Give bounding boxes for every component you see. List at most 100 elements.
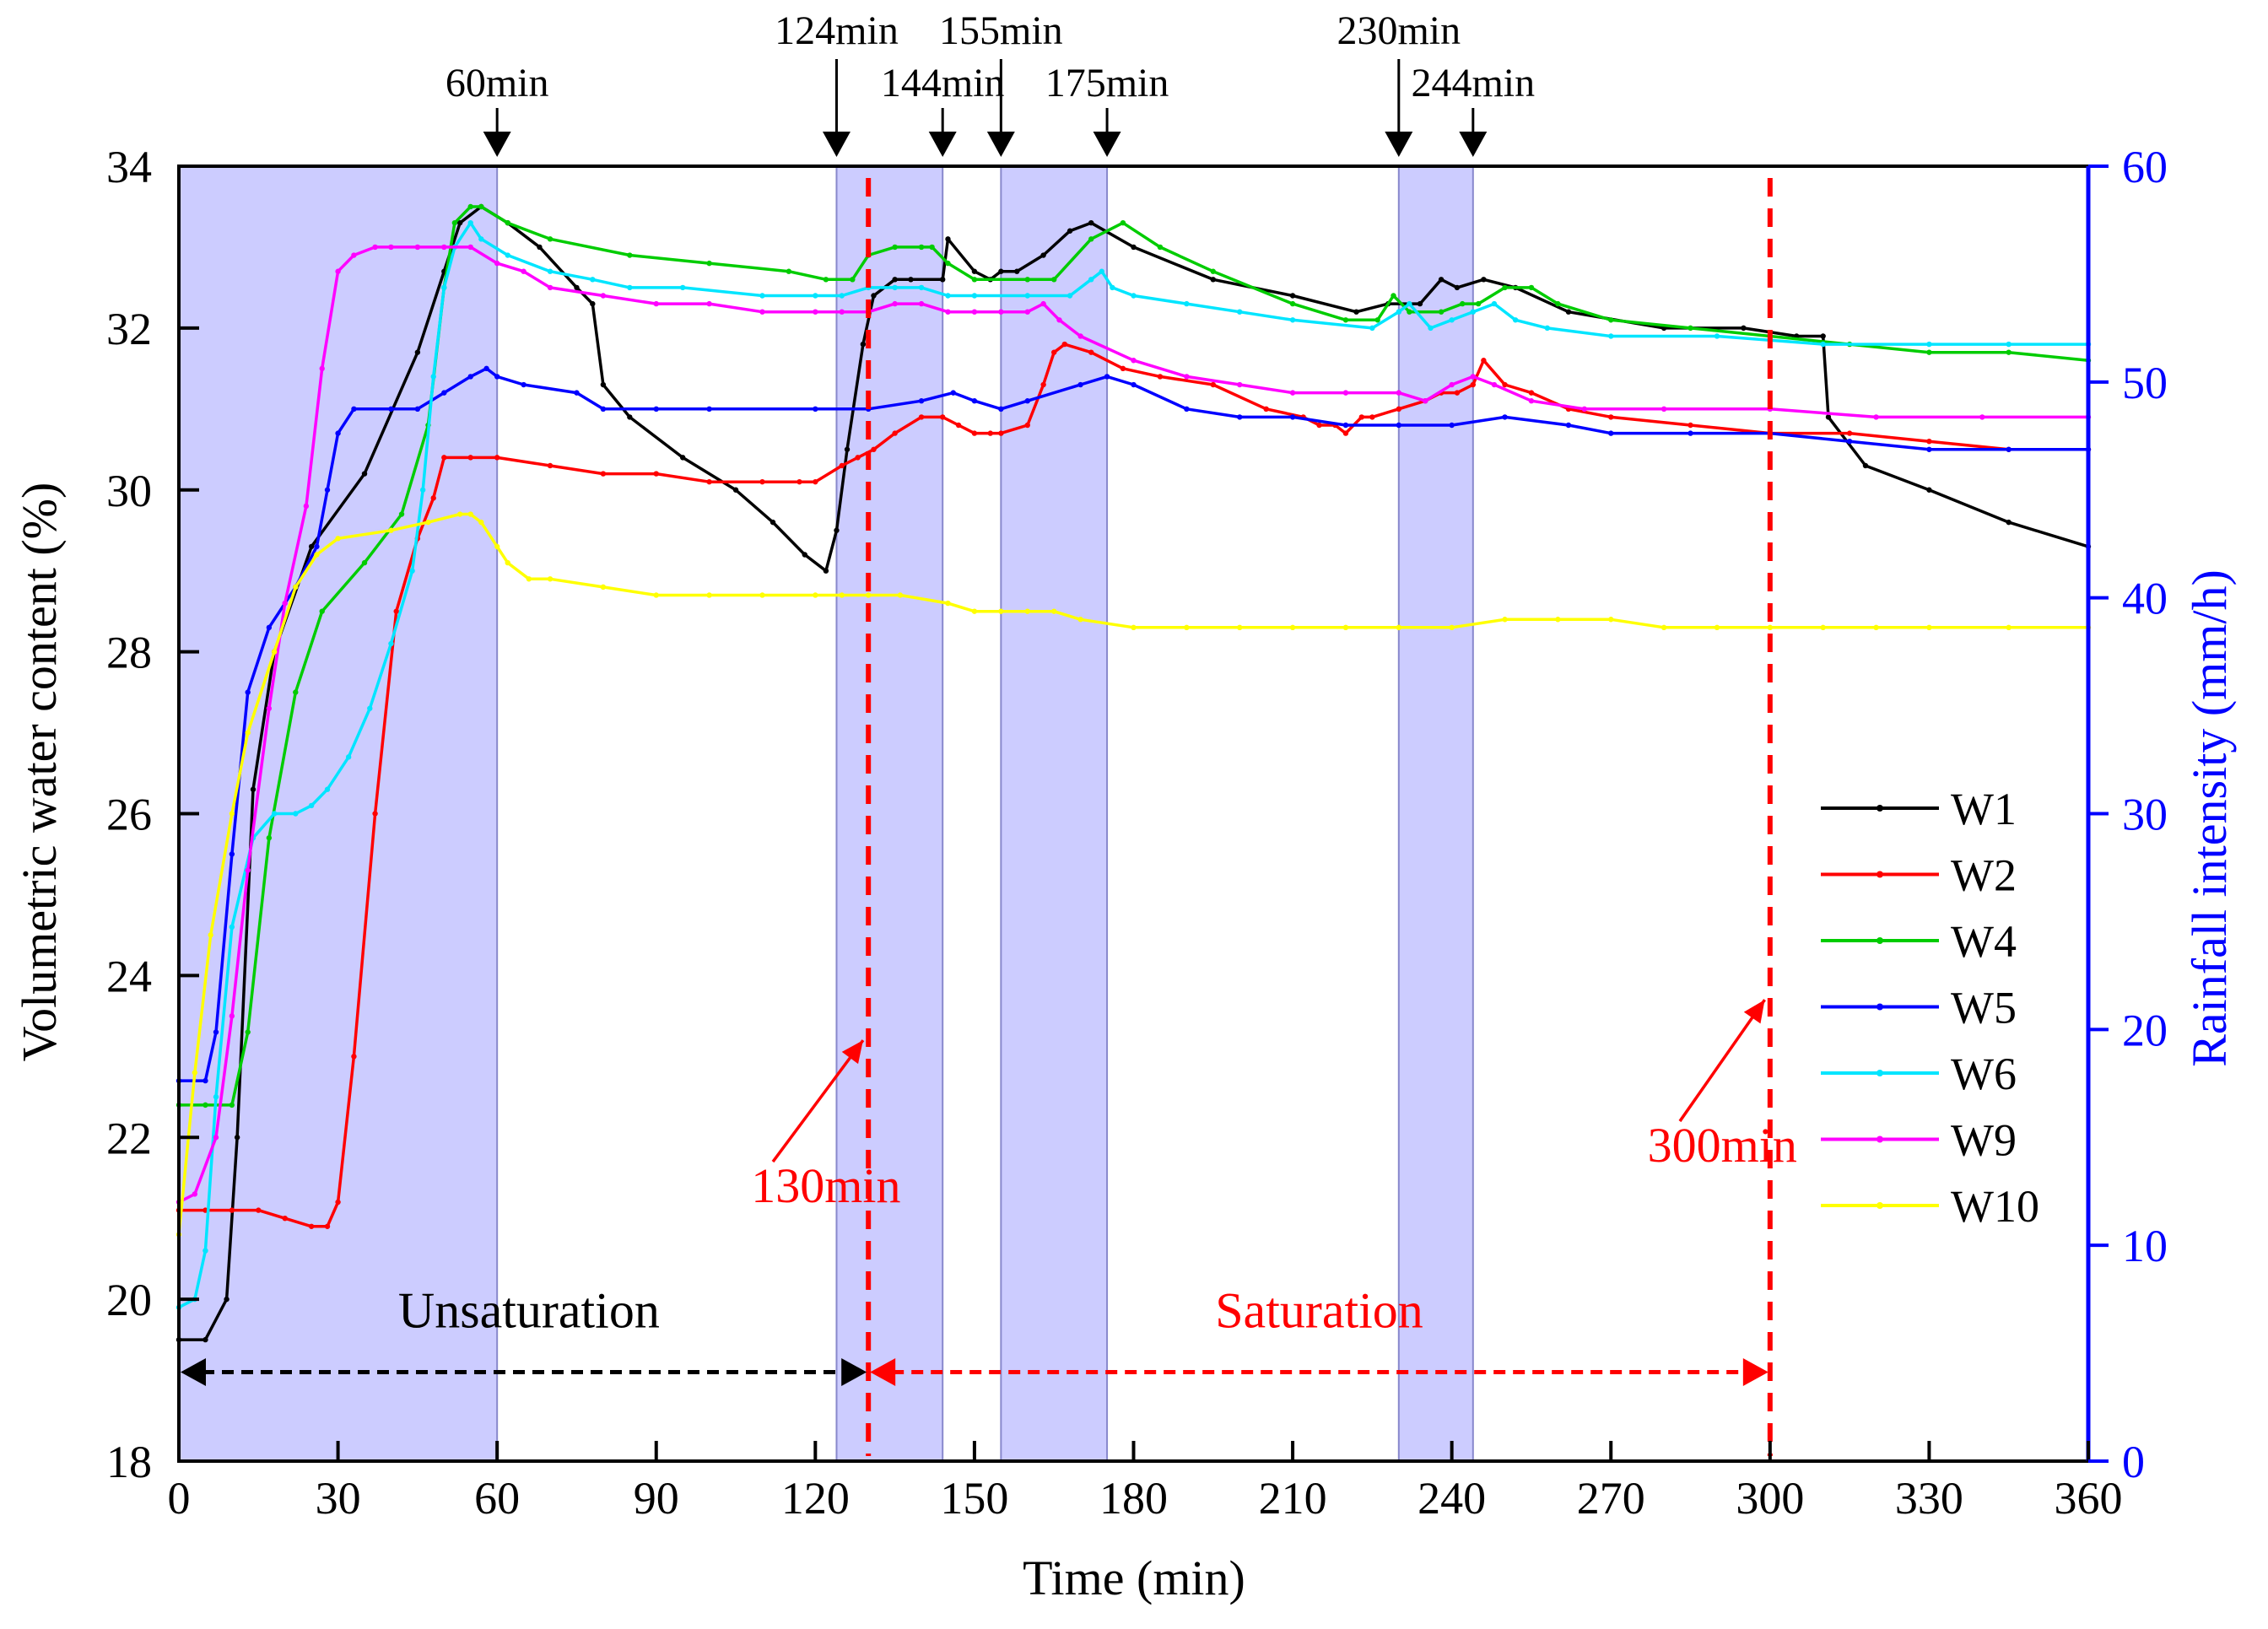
point-w9-43 bbox=[1470, 374, 1477, 380]
point-w9-46 bbox=[1581, 406, 1588, 413]
point-w1-24 bbox=[844, 446, 850, 452]
point-w2-25 bbox=[871, 446, 877, 452]
phase-label-saturation: Saturation bbox=[1215, 1283, 1423, 1339]
point-w5-24 bbox=[918, 398, 925, 404]
point-w10-21 bbox=[759, 592, 765, 598]
point-w1-53 bbox=[1825, 414, 1832, 420]
point-w6-31 bbox=[945, 293, 951, 299]
point-w10-6 bbox=[293, 584, 299, 591]
point-w4-20 bbox=[850, 277, 856, 283]
point-w10-12 bbox=[467, 511, 473, 517]
point-w1-56 bbox=[2006, 519, 2012, 526]
point-w10-30 bbox=[1051, 608, 1057, 614]
point-w1-28 bbox=[908, 277, 914, 283]
point-w1-22 bbox=[823, 568, 829, 574]
point-w9-34 bbox=[1077, 333, 1083, 339]
point-w9-2 bbox=[213, 1135, 219, 1141]
phase-arrowhead-left-2 bbox=[870, 1357, 896, 1386]
y-tick-label-20: 20 bbox=[106, 1275, 152, 1325]
point-w10-17 bbox=[547, 576, 554, 582]
point-w4-12 bbox=[467, 203, 473, 210]
x-tick-label-30: 30 bbox=[316, 1473, 361, 1524]
point-w1-13 bbox=[537, 244, 543, 251]
point-w9-30 bbox=[998, 309, 1004, 315]
legend-label-w9: W9 bbox=[1951, 1115, 2017, 1166]
point-w2-26 bbox=[892, 430, 898, 436]
point-w4-1 bbox=[202, 1102, 208, 1108]
point-w10-4 bbox=[245, 730, 251, 736]
point-w6-36 bbox=[1099, 268, 1104, 274]
x-tick-label-330: 330 bbox=[1895, 1473, 1963, 1524]
point-w1-23 bbox=[834, 527, 840, 533]
point-w4-18 bbox=[786, 268, 792, 274]
point-w2-4 bbox=[282, 1215, 288, 1222]
point-w2-38 bbox=[1120, 365, 1126, 372]
point-w9-42 bbox=[1449, 381, 1455, 388]
point-w1-6 bbox=[308, 543, 315, 550]
point-w6-16 bbox=[441, 284, 447, 291]
y-tick-label-30: 30 bbox=[106, 466, 152, 516]
point-w9-47 bbox=[1660, 406, 1667, 413]
point-w5-12 bbox=[414, 406, 421, 413]
point-w2-7 bbox=[335, 1199, 341, 1206]
legend-marker-w1 bbox=[1876, 805, 1883, 812]
point-w2-40 bbox=[1210, 381, 1216, 388]
point-w9-24 bbox=[839, 309, 845, 315]
point-w5-38 bbox=[1502, 414, 1508, 420]
point-w1-55 bbox=[1926, 487, 1932, 493]
point-w9-27 bbox=[918, 300, 925, 307]
legend-marker-w10 bbox=[1876, 1202, 1883, 1209]
point-w2-6 bbox=[324, 1223, 331, 1229]
point-w6-45 bbox=[1428, 325, 1434, 332]
point-w10-28 bbox=[998, 608, 1004, 614]
point-w4-5 bbox=[293, 689, 299, 695]
legend-label-w2: W2 bbox=[1951, 850, 2017, 901]
point-w9-8 bbox=[319, 365, 325, 372]
phase-label-unsaturation: Unsaturation bbox=[398, 1283, 660, 1339]
annotation-arrowhead-155min bbox=[986, 132, 1015, 157]
point-w1-54 bbox=[1862, 462, 1869, 469]
point-w2-8 bbox=[351, 1054, 357, 1060]
point-w6-46 bbox=[1449, 317, 1455, 323]
rainfall-band-3 bbox=[1000, 165, 1109, 1462]
point-w1-41 bbox=[1353, 309, 1359, 315]
annotation-label-144min: 144min bbox=[881, 61, 1005, 105]
point-w10-18 bbox=[600, 584, 607, 591]
point-w9-15 bbox=[467, 244, 473, 251]
point-w6-10 bbox=[345, 754, 352, 760]
point-w1-33 bbox=[998, 268, 1004, 274]
point-w10-43 bbox=[1714, 624, 1720, 631]
point-w9-12 bbox=[388, 244, 394, 251]
point-w2-39 bbox=[1157, 374, 1164, 380]
point-w4-17 bbox=[706, 260, 712, 267]
point-w6-52 bbox=[1714, 333, 1720, 339]
point-w4-6 bbox=[319, 608, 325, 614]
point-w5-18 bbox=[574, 390, 580, 396]
point-w2-48 bbox=[1396, 406, 1402, 413]
annotation-label-60min: 60min bbox=[446, 61, 549, 105]
point-w9-20 bbox=[653, 300, 659, 307]
point-w10-45 bbox=[1820, 624, 1826, 631]
point-w4-44 bbox=[1608, 317, 1614, 323]
x-tick-label-150: 150 bbox=[940, 1473, 1008, 1524]
point-w5-32 bbox=[1184, 406, 1190, 413]
legend-label-w4: W4 bbox=[1951, 916, 2017, 967]
point-w6-4 bbox=[229, 924, 235, 930]
point-w10-38 bbox=[1449, 624, 1455, 631]
point-w2-43 bbox=[1316, 422, 1322, 429]
point-w5-28 bbox=[1024, 398, 1030, 404]
x-tick-label-210: 210 bbox=[1259, 1473, 1327, 1524]
y-tick-label-22: 22 bbox=[106, 1113, 152, 1163]
point-w2-45 bbox=[1342, 430, 1349, 436]
point-w4-37 bbox=[1407, 309, 1412, 315]
point-w5-27 bbox=[998, 406, 1004, 413]
annotation-label-230min: 230min bbox=[1336, 8, 1461, 53]
annotation-layer: 60min 124min 144min 155min 175min 230min 244mi… bbox=[398, 8, 1797, 1339]
point-w1-1 bbox=[202, 1336, 208, 1343]
point-w1-10 bbox=[456, 219, 463, 226]
y2-axis-label: Rainfall intensity (mm/h) bbox=[2182, 569, 2237, 1067]
point-w10-25 bbox=[897, 592, 904, 598]
series-line-w2 bbox=[179, 343, 2088, 1228]
point-w4-7 bbox=[361, 559, 368, 566]
point-w6-24 bbox=[679, 284, 686, 291]
